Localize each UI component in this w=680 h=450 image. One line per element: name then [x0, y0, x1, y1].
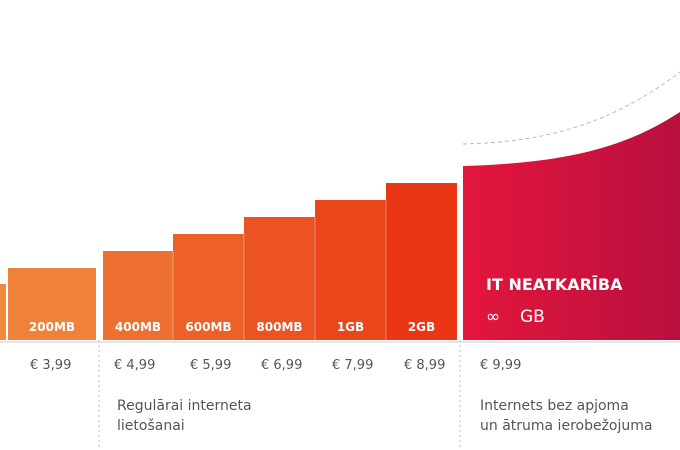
unlimited-unit: GB [520, 307, 545, 327]
bar-label-600mb: 600MB [185, 320, 231, 334]
bar-600mb [173, 234, 244, 340]
group-label-regular-line-1: Regulārai interneta [117, 398, 252, 414]
bar-2gb [386, 183, 457, 340]
price-2gb: € 8,99 [404, 358, 445, 373]
prices-group: € 3,99 € 4,99 € 5,99 € 6,99 € 7,99 € 8,99 [30, 358, 445, 373]
bars-group [8, 183, 457, 340]
price-200mb: € 3,99 [30, 358, 71, 373]
group-label-regular-line-2: lietošanai [117, 418, 185, 434]
bar-400mb [103, 251, 173, 340]
unlimited-price: € 9,99 [480, 358, 521, 373]
bar-label-2gb: 2GB [408, 320, 435, 334]
price-800mb: € 6,99 [261, 358, 302, 373]
partial-bar [0, 284, 6, 340]
bar-800mb [244, 217, 315, 340]
unlimited-block [463, 112, 680, 340]
bar-200mb [8, 268, 96, 340]
price-1gb: € 7,99 [332, 358, 373, 373]
price-400mb: € 4,99 [114, 358, 155, 373]
bar-label-1gb: 1GB [337, 320, 364, 334]
unlimited-dashed-curve [462, 71, 680, 145]
infinity-icon: ∞ [486, 307, 500, 327]
price-600mb: € 5,99 [190, 358, 231, 373]
bar-1gb [315, 200, 386, 340]
group-label-unlimited-line-2: un ātruma ierobežojuma [480, 418, 652, 434]
bar-label-400mb: 400MB [115, 320, 161, 334]
group-label-unlimited-line-1: Internets bez apjoma [480, 398, 629, 414]
bar-labels-group: 200MB 400MB 600MB 800MB 1GB 2GB [29, 320, 435, 334]
bar-label-200mb: 200MB [29, 320, 75, 334]
unlimited-title: IT NEATKARĪBA [486, 274, 623, 294]
bar-label-800mb: 800MB [256, 320, 302, 334]
